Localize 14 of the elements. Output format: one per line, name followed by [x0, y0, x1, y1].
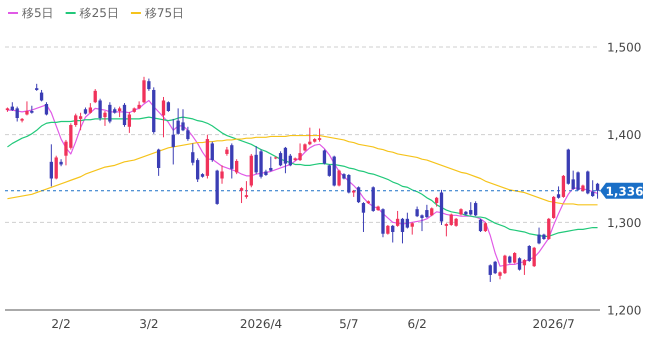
legend-label: 移5日: [22, 6, 54, 20]
x-tick-label: 3/2: [139, 317, 159, 331]
ref-line-label: 1,336: [606, 184, 644, 198]
y-tick-label: 1,400: [607, 128, 642, 142]
x-tick-label: 2026/4: [240, 317, 282, 331]
x-tick-label: 5/7: [339, 317, 358, 331]
x-tick-label: 2/2: [51, 317, 71, 331]
y-tick-label: 1,200: [607, 304, 642, 318]
legend-label: 移25日: [80, 6, 119, 20]
y-tick-label: 1,500: [607, 40, 642, 54]
x-tick-label: 2026/7: [532, 317, 575, 331]
x-tick-label: 6/2: [407, 317, 427, 331]
legend-label: 移75日: [144, 6, 184, 20]
y-tick-label: 1,300: [607, 216, 642, 230]
